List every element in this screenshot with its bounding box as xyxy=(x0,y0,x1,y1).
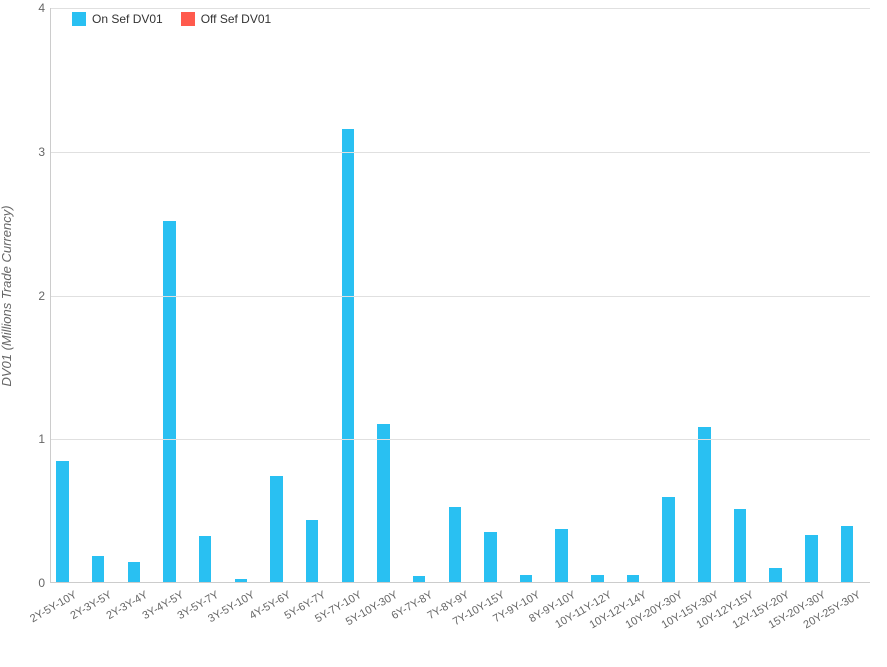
chart-container: 012342Y-5Y-10Y2Y-3Y-5Y2Y-3Y-4Y3Y-4Y-5Y3Y… xyxy=(0,0,887,667)
bar[interactable] xyxy=(484,532,496,582)
legend-swatch xyxy=(72,12,86,26)
bar[interactable] xyxy=(520,575,532,582)
plot-area: 012342Y-5Y-10Y2Y-3Y-5Y2Y-3Y-4Y3Y-4Y-5Y3Y… xyxy=(50,8,870,583)
y-tick-label: 3 xyxy=(38,145,51,159)
bar[interactable] xyxy=(163,221,175,582)
bar[interactable] xyxy=(449,507,461,582)
legend: On Sef DV01 Off Sef DV01 xyxy=(72,12,271,26)
bar[interactable] xyxy=(413,576,425,582)
y-axis-label: DV01 (Millions Trade Currency) xyxy=(0,205,14,386)
bar[interactable] xyxy=(377,424,389,582)
gridline xyxy=(51,8,870,9)
y-tick-label: 1 xyxy=(38,432,51,446)
gridline xyxy=(51,296,870,297)
bar[interactable] xyxy=(841,526,853,582)
legend-swatch xyxy=(181,12,195,26)
bar[interactable] xyxy=(555,529,567,582)
bar[interactable] xyxy=(698,427,710,582)
bar[interactable] xyxy=(306,520,318,582)
bar[interactable] xyxy=(591,575,603,582)
legend-item[interactable]: On Sef DV01 xyxy=(72,12,163,26)
gridline xyxy=(51,152,870,153)
bar[interactable] xyxy=(92,556,104,582)
bar[interactable] xyxy=(734,509,746,582)
legend-item[interactable]: Off Sef DV01 xyxy=(181,12,271,26)
bar[interactable] xyxy=(270,476,282,582)
bar[interactable] xyxy=(56,461,68,582)
bar[interactable] xyxy=(342,129,354,582)
bar[interactable] xyxy=(128,562,140,582)
bar[interactable] xyxy=(627,575,639,582)
legend-label: On Sef DV01 xyxy=(92,12,163,26)
bar[interactable] xyxy=(199,536,211,582)
y-tick-label: 0 xyxy=(38,576,51,590)
bar[interactable] xyxy=(662,497,674,582)
legend-label: Off Sef DV01 xyxy=(201,12,271,26)
bar[interactable] xyxy=(769,568,781,582)
bar[interactable] xyxy=(805,535,817,582)
gridline xyxy=(51,439,870,440)
y-tick-label: 2 xyxy=(38,289,51,303)
y-tick-label: 4 xyxy=(38,1,51,15)
